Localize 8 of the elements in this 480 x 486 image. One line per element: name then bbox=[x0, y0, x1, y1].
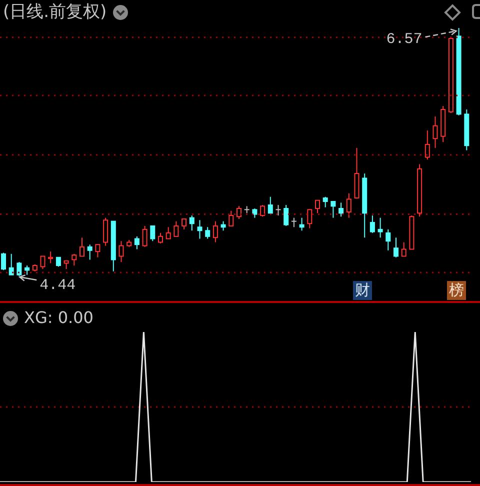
candlestick bbox=[197, 220, 202, 240]
chart-title: XG: 0.00 bbox=[24, 308, 94, 328]
chart-title: (日线.前复权) bbox=[3, 2, 107, 22]
candlestick bbox=[432, 116, 438, 148]
text: 财 bbox=[353, 281, 372, 300]
annotation: 6.57 bbox=[386, 31, 422, 48]
text: 4.44 bbox=[40, 277, 76, 294]
text: 榜 bbox=[447, 281, 466, 300]
